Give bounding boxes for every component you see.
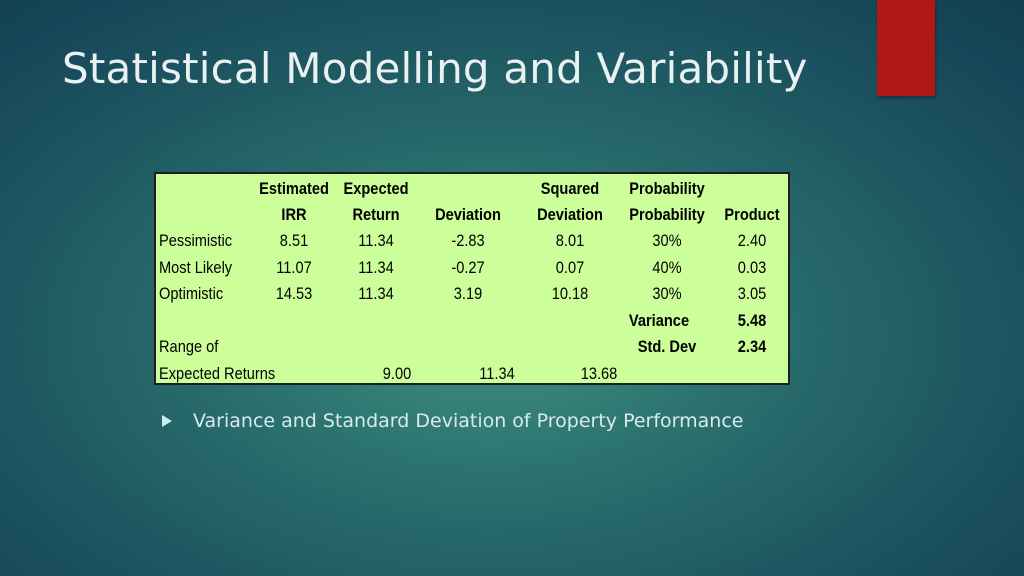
expected-returns-label: Expected Returns [159, 364, 276, 383]
header-irr: IRR [281, 205, 307, 224]
variance-label: Variance [628, 311, 690, 330]
accent-bar [877, 0, 935, 96]
range-mid: 11.34 [479, 364, 515, 383]
cell-product: 3.05 [737, 284, 767, 303]
header-probability-2: Probability [629, 205, 705, 224]
stddev-label: Std. Dev [637, 337, 697, 356]
cell-squared: 0.07 [555, 258, 585, 277]
header-return: Return [352, 205, 400, 224]
cell-expected: 11.34 [358, 231, 394, 250]
cell-probability: 30% [652, 231, 682, 250]
cell-deviation: 3.19 [453, 284, 483, 303]
row-label-most-likely: Most Likely [159, 258, 233, 277]
variability-table: Estimated Expected Squared Probability I… [154, 172, 790, 385]
cell-deviation: -2.83 [451, 231, 485, 250]
variance-value: 5.48 [737, 311, 767, 330]
bullet-text: Variance and Standard Deviation of Prope… [193, 410, 744, 432]
cell-product: 2.40 [737, 231, 767, 250]
cell-irr: 11.07 [276, 258, 312, 277]
header-product: Product [724, 205, 780, 224]
cell-expected: 11.34 [358, 284, 394, 303]
cell-squared: 8.01 [555, 231, 585, 250]
header-deviation: Deviation [435, 205, 501, 224]
range-high: 13.68 [580, 364, 618, 383]
stddev-value: 2.34 [737, 337, 767, 356]
header-estimated: Estimated [259, 179, 329, 198]
cell-irr: 8.51 [279, 231, 309, 250]
header-expected: Expected [343, 179, 409, 198]
cell-irr: 14.53 [275, 284, 313, 303]
range-low: 9.00 [382, 364, 412, 383]
cell-probability: 30% [652, 284, 682, 303]
row-label-optimistic: Optimistic [159, 284, 224, 303]
row-label-pessimistic: Pessimistic [159, 231, 233, 250]
cell-product: 0.03 [737, 258, 767, 277]
cell-expected: 11.34 [358, 258, 394, 277]
cell-squared: 10.18 [551, 284, 589, 303]
header-squared-deviation: Deviation [537, 205, 603, 224]
header-probability: Probability [629, 179, 705, 198]
range-label: Range of [159, 337, 219, 356]
slide-title: Statistical Modelling and Variability [62, 44, 808, 93]
header-squared: Squared [540, 179, 600, 198]
cell-deviation: -0.27 [451, 258, 485, 277]
bullet-arrow-icon [162, 415, 172, 427]
cell-probability: 40% [652, 258, 682, 277]
